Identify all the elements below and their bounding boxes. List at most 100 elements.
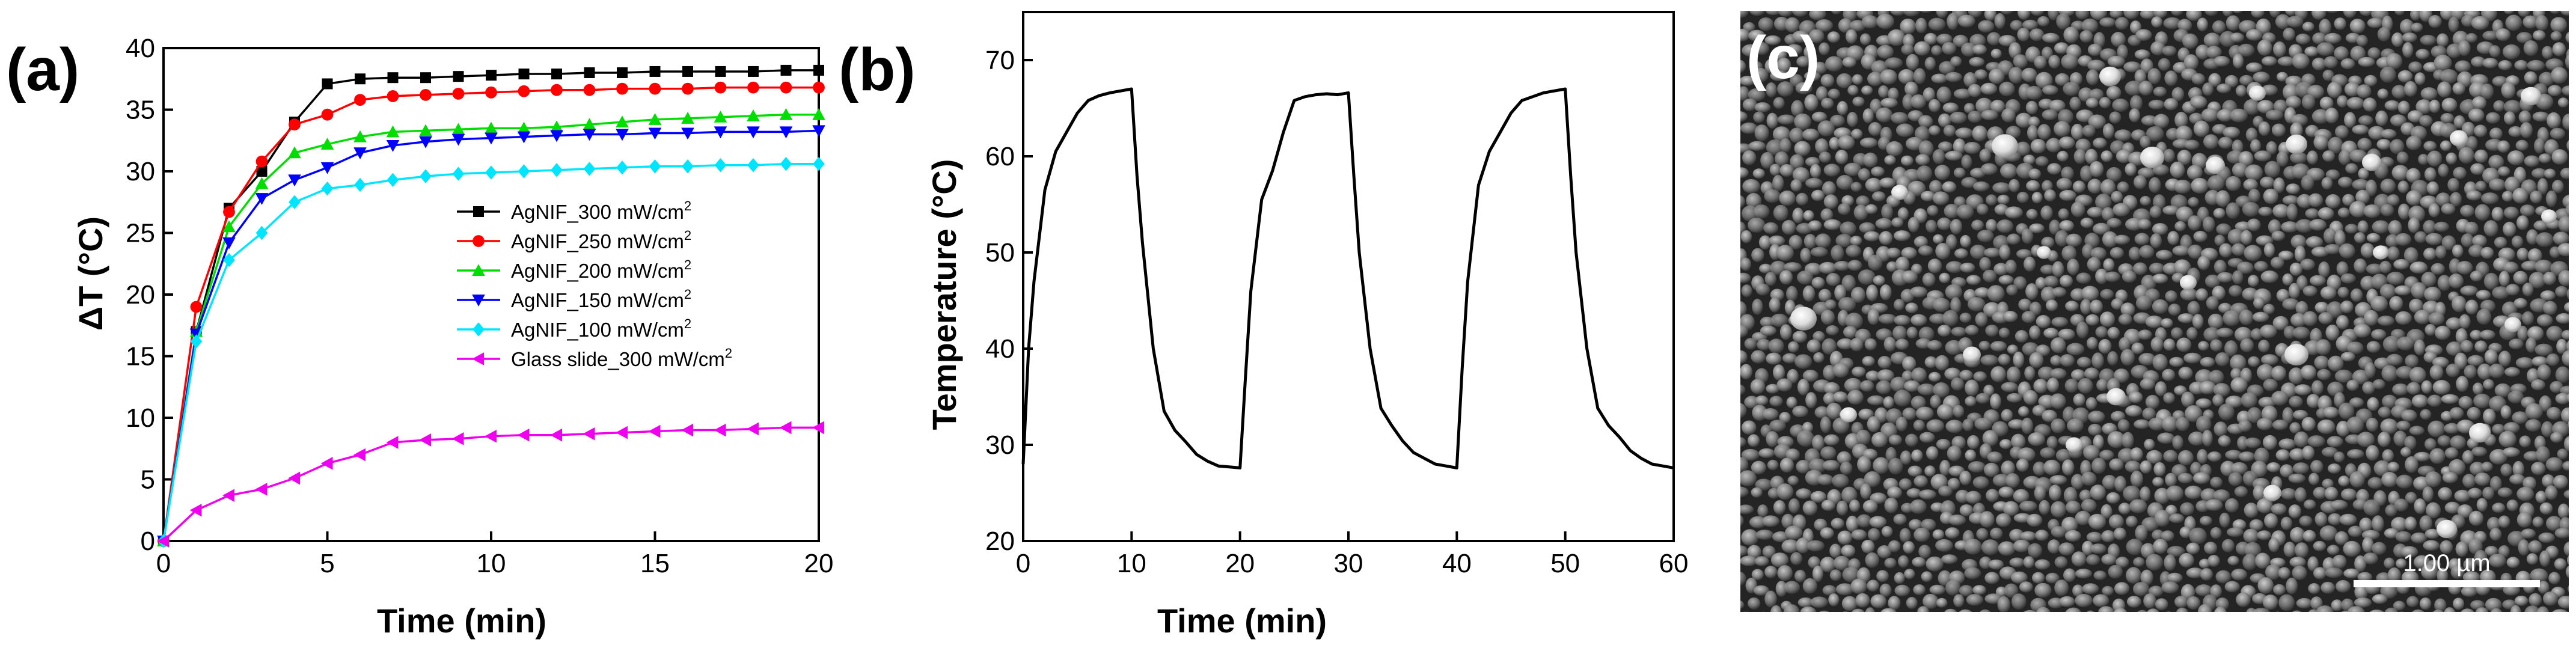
panel-b-ticks: 0 10 20 30 40 50 60 20 30 40 50 60 70 (985, 46, 1688, 578)
a-y-tick-label: 20 (126, 280, 155, 310)
a-data-point (780, 64, 792, 76)
a-data-point (386, 125, 400, 138)
a-data-point (550, 428, 562, 442)
a-data-point (747, 109, 760, 121)
a-data-point (551, 163, 563, 177)
a-data-point (189, 503, 202, 517)
a-data-point (780, 81, 792, 94)
a-x-tick-label: 0 (156, 549, 171, 578)
legend-marker-0 (473, 206, 484, 217)
legend-label-1: AgNIF_250 mW/cm2 (511, 228, 691, 252)
panel-c-letter: (c) (1746, 24, 1820, 91)
a-data-point (583, 118, 596, 130)
a-data-point (420, 169, 432, 183)
a-x-tick-label: 20 (804, 549, 834, 578)
a-data-point (320, 138, 334, 150)
a-data-point (747, 81, 759, 94)
a-data-point (812, 421, 824, 435)
a-data-point (222, 220, 236, 233)
a-data-point (223, 252, 235, 267)
a-data-point (451, 432, 464, 445)
a-data-point (583, 162, 596, 176)
a-data-point (715, 66, 726, 77)
b-x-tick-label: 10 (1117, 549, 1146, 578)
a-data-point (320, 162, 334, 174)
b-y-tick-label: 60 (985, 142, 1015, 171)
a-data-point (813, 81, 825, 94)
b-x-tick-label: 50 (1550, 549, 1580, 578)
a-data-point (748, 66, 759, 77)
a-data-point (584, 67, 595, 78)
a-data-point (354, 94, 366, 106)
a-y-tick-label: 30 (126, 157, 155, 186)
a-data-point (451, 133, 465, 146)
a-data-point (255, 193, 269, 205)
a-data-point (255, 155, 268, 168)
a-data-point (255, 483, 268, 496)
a-data-point (779, 126, 793, 139)
a-data-point (255, 225, 268, 240)
legend-marker-4 (473, 322, 485, 337)
a-data-point (812, 125, 825, 138)
a-data-point (779, 421, 792, 435)
panel-a-letter: (a) (6, 36, 79, 103)
a-data-point (190, 301, 203, 313)
a-data-point (714, 81, 727, 94)
a-data-point (714, 423, 726, 437)
a-data-point (453, 71, 464, 82)
b-y-tick-label: 30 (985, 430, 1015, 460)
a-data-point (320, 457, 333, 470)
a-data-point (813, 64, 824, 76)
a-x-tick-label: 5 (320, 549, 334, 578)
b-x-tick-label: 40 (1442, 549, 1472, 578)
a-data-point (353, 130, 367, 142)
a-data-point (223, 206, 235, 218)
a-data-point (485, 429, 497, 443)
a-x-tick-label: 10 (477, 549, 506, 578)
a-x-tick-label: 15 (640, 549, 670, 578)
scale-bar (2354, 580, 2540, 587)
a-data-point (157, 534, 169, 548)
a-data-point (485, 86, 497, 99)
panel-b-letter: (b) (839, 36, 916, 103)
legend-label-3: AgNIF_150 mW/cm2 (511, 287, 691, 311)
a-series-line-5 (162, 426, 819, 542)
a-data-point (551, 84, 563, 96)
b-x-tick-label: 0 (1016, 549, 1030, 578)
legend-marker-5 (472, 352, 484, 365)
b-x-tick-label: 20 (1225, 549, 1255, 578)
a-data-point (419, 124, 432, 136)
a-data-point (486, 70, 497, 81)
a-data-point (649, 159, 661, 174)
a-data-point (289, 195, 301, 209)
a-data-point (355, 73, 366, 85)
a-data-point (419, 433, 431, 447)
a-data-point (387, 173, 399, 188)
panel-a-y-axis-title-prefix: ΔT ( (72, 265, 109, 331)
a-data-point (747, 126, 760, 139)
a-data-point (190, 334, 203, 349)
a-data-point (485, 121, 498, 134)
a-y-tick-label: 40 (126, 34, 155, 63)
panel-b-y-axis-title: Temperature (°C) (925, 159, 963, 430)
a-data-point (451, 123, 465, 135)
a-data-point (812, 108, 825, 120)
panel-b-series (1021, 87, 1674, 469)
a-data-point (747, 422, 759, 436)
a-y-tick-label: 25 (126, 219, 155, 248)
panel-a-y-axis-title: ΔT (°C) (72, 216, 109, 331)
b-x-tick-label: 30 (1334, 549, 1363, 578)
a-data-point (681, 127, 694, 140)
b-x-tick-label: 60 (1659, 549, 1689, 578)
a-data-point (517, 121, 531, 134)
a-data-point (517, 428, 530, 442)
panel-a-x-axis-title: Time (min) (377, 602, 546, 640)
panel-a-y-axis-title-unit: °C (72, 228, 109, 266)
a-data-point (648, 127, 662, 140)
a-series-line-3 (162, 129, 819, 542)
a-data-point (747, 158, 759, 173)
a-data-point (583, 84, 596, 96)
panel-b-y-axis-title-prefix: Temperature ( (925, 208, 963, 430)
panel-b-x-axis-title: Time (min) (1157, 602, 1327, 640)
